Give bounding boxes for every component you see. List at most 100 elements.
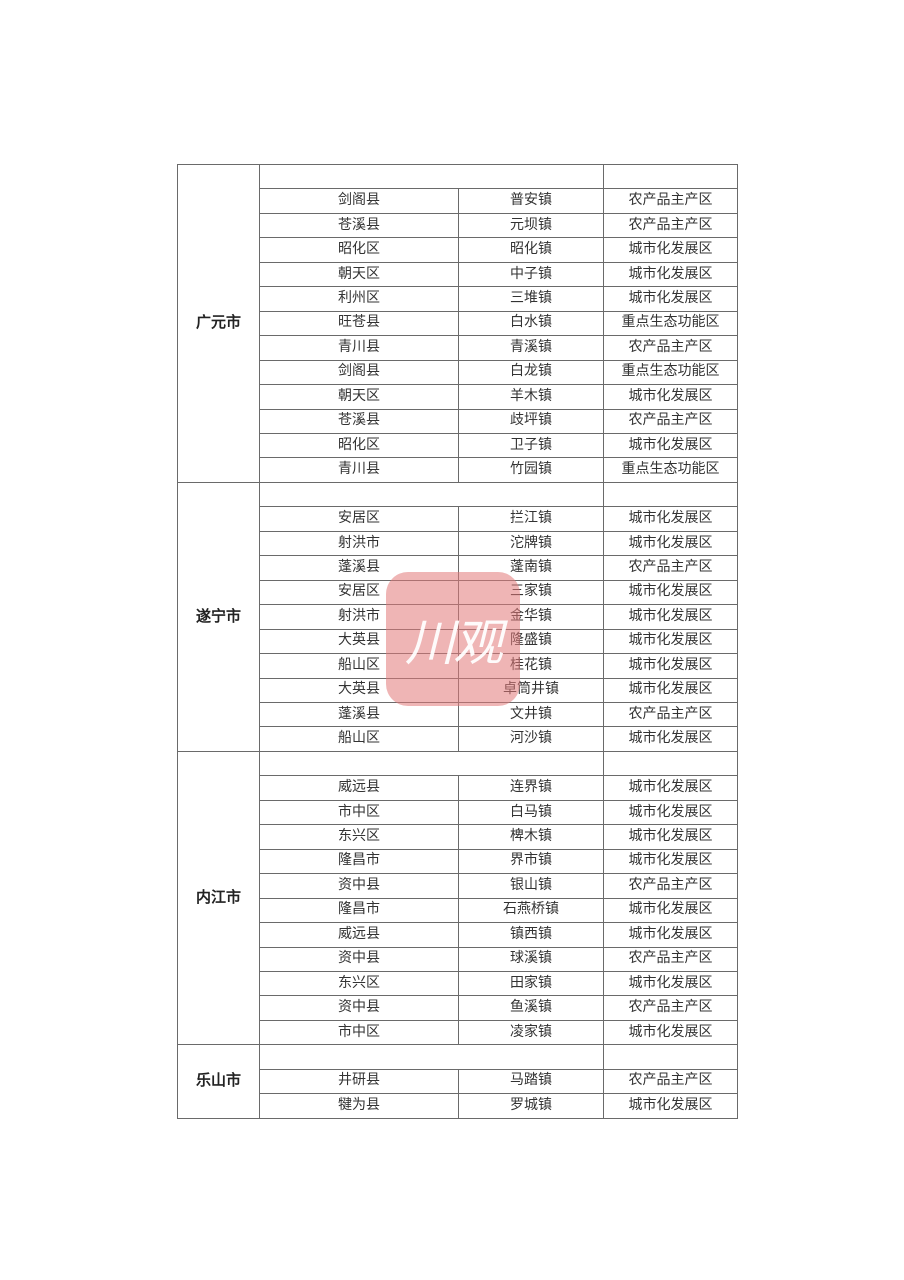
town-cell: 元坝镇 [458, 212, 604, 239]
group-header-row: 内江市 [177, 750, 738, 1046]
zone-type-cell: 城市化发展区 [603, 897, 738, 924]
town-cell: 三堆镇 [458, 286, 604, 312]
table-row: 隆昌市 界市镇 城市化发展区 [178, 848, 738, 875]
county-cell: 井研县 [259, 1068, 459, 1095]
county-cell: 青川县 [259, 335, 459, 361]
zone-type-cell: 城市化发展区 [603, 530, 738, 557]
blank-cell [603, 1044, 738, 1070]
zone-type-cell: 城市化发展区 [603, 628, 738, 655]
town-cell: 椑木镇 [458, 824, 604, 850]
zone-type-cell: 农产品主产区 [603, 555, 738, 581]
county-cell: 市中区 [259, 1019, 459, 1046]
zone-type-cell: 农产品主产区 [603, 335, 738, 361]
zone-type-cell: 城市化发展区 [603, 1019, 738, 1046]
town-cell: 沱牌镇 [458, 530, 604, 557]
city-cell: 遂宁市 [177, 481, 260, 752]
table-row: 资中县 球溪镇 农产品主产区 [178, 946, 738, 972]
table-row: 青川县 竹园镇 重点生态功能区 [178, 457, 738, 483]
table-row: 井研县 马踏镇 农产品主产区 [178, 1068, 738, 1095]
table-row: 青川县 青溪镇 农产品主产区 [178, 335, 738, 361]
zone-type-cell: 农产品主产区 [603, 188, 738, 214]
town-cell: 镇西镇 [458, 922, 604, 948]
town-cell: 连界镇 [458, 775, 604, 801]
town-cell: 球溪镇 [458, 946, 604, 972]
county-cell: 东兴区 [259, 824, 459, 850]
table-row: 昭化区 昭化镇 城市化发展区 [178, 237, 738, 263]
table-row: 市中区 凌家镇 城市化发展区 [178, 1019, 738, 1046]
table-row: 蓬溪县 蓬南镇 农产品主产区 [178, 555, 738, 581]
table-row: 资中县 银山镇 农产品主产区 [178, 873, 738, 899]
county-cell: 资中县 [259, 873, 459, 899]
city-cell: 内江市 [177, 750, 260, 1046]
zone-type-cell: 重点生态功能区 [603, 359, 738, 386]
town-cell: 竹园镇 [458, 457, 604, 483]
county-cell: 剑阁县 [259, 188, 459, 214]
zone-type-cell: 城市化发展区 [603, 677, 738, 703]
table-row: 剑阁县 白龙镇 重点生态功能区 [178, 359, 738, 386]
county-cell: 犍为县 [259, 1093, 459, 1119]
county-cell: 东兴区 [259, 970, 459, 997]
table-row: 威远县 镇西镇 城市化发展区 [178, 922, 738, 948]
county-cell: 昭化区 [259, 237, 459, 263]
town-cell: 中子镇 [458, 261, 604, 288]
zone-type-cell: 城市化发展区 [603, 432, 738, 459]
town-cell: 羊木镇 [458, 384, 604, 410]
town-cell: 田家镇 [458, 970, 604, 997]
group-header-row: 广元市 [177, 163, 738, 483]
county-cell: 旺苍县 [259, 310, 459, 337]
town-cell: 银山镇 [458, 873, 604, 899]
county-cell: 苍溪县 [259, 212, 459, 239]
town-cell: 昭化镇 [458, 237, 604, 263]
table-row: 船山区 河沙镇 城市化发展区 [178, 726, 738, 752]
group-header-row: 遂宁市 [177, 481, 738, 752]
table-row: 蓬溪县 文井镇 农产品主产区 [178, 701, 738, 728]
table-row: 犍为县 罗城镇 城市化发展区 [178, 1093, 738, 1119]
town-cell: 罗城镇 [458, 1093, 604, 1119]
group-header-row: 乐山市 [177, 1044, 738, 1119]
table-row: 昭化区 卫子镇 城市化发展区 [178, 432, 738, 459]
county-cell: 青川县 [259, 457, 459, 483]
town-list-table: 广元市 剑阁县 普安镇 农产品主产区 苍溪县 元坝镇 农产品主产区 昭化区 昭化镇 城市化发展区朝… [177, 163, 738, 1119]
town-cell: 普安镇 [458, 188, 604, 214]
county-cell: 资中县 [259, 995, 459, 1021]
zone-type-cell: 城市化发展区 [603, 261, 738, 288]
town-cell: 白水镇 [458, 310, 604, 337]
table-body: 广元市 剑阁县 普安镇 农产品主产区 苍溪县 元坝镇 农产品主产区 昭化区 昭化镇 城市化发展区朝… [177, 163, 738, 1119]
county-cell: 隆昌市 [259, 897, 459, 924]
town-cell: 界市镇 [458, 848, 604, 875]
town-cell: 卫子镇 [458, 432, 604, 459]
blank-cell [259, 1044, 604, 1070]
table-row: 安居区 拦江镇 城市化发展区 [178, 506, 738, 532]
county-cell: 苍溪县 [259, 408, 459, 434]
table-row: 射洪市 沱牌镇 城市化发展区 [178, 530, 738, 557]
town-cell: 青溪镇 [458, 335, 604, 361]
blank-cell [259, 481, 604, 508]
zone-type-cell: 城市化发展区 [603, 237, 738, 263]
table-row: 剑阁县 普安镇 农产品主产区 [178, 188, 738, 214]
zone-type-cell: 城市化发展区 [603, 848, 738, 875]
county-cell: 安居区 [259, 506, 459, 532]
zone-type-cell: 城市化发展区 [603, 1093, 738, 1119]
zone-type-cell: 重点生态功能区 [603, 457, 738, 483]
zone-type-cell: 农产品主产区 [603, 408, 738, 434]
zone-type-cell: 城市化发展区 [603, 286, 738, 312]
zone-type-cell: 农产品主产区 [603, 873, 738, 899]
town-cell: 歧坪镇 [458, 408, 604, 434]
zone-type-cell: 城市化发展区 [603, 384, 738, 410]
zone-type-cell: 重点生态功能区 [603, 310, 738, 337]
county-cell: 剑阁县 [259, 359, 459, 386]
county-cell: 隆昌市 [259, 848, 459, 875]
town-cell: 鱼溪镇 [458, 995, 604, 1021]
table-row: 朝天区 羊木镇 城市化发展区 [178, 384, 738, 410]
zone-type-cell: 农产品主产区 [603, 995, 738, 1021]
city-cell: 乐山市 [177, 1044, 260, 1119]
table-row: 东兴区 椑木镇 城市化发展区 [178, 824, 738, 850]
table-row: 市中区 白马镇 城市化发展区 [178, 799, 738, 826]
blank-cell [259, 163, 604, 190]
zone-type-cell: 城市化发展区 [603, 579, 738, 606]
town-cell: 凌家镇 [458, 1019, 604, 1046]
zone-type-cell: 农产品主产区 [603, 212, 738, 239]
zone-type-cell: 农产品主产区 [603, 946, 738, 972]
table-row: 利州区 三堆镇 城市化发展区 [178, 286, 738, 312]
county-cell: 射洪市 [259, 530, 459, 557]
